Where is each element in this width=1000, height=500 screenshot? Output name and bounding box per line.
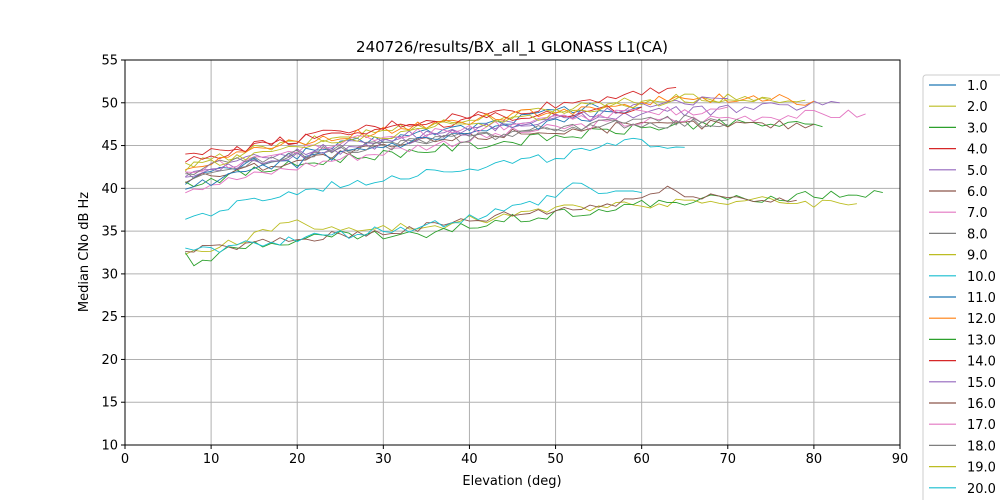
legend-label: 8.0	[967, 227, 988, 242]
x-tick-label: 0	[121, 452, 129, 467]
x-tick-label: 40	[461, 452, 478, 467]
x-tick-label: 50	[547, 452, 564, 467]
series-line	[185, 196, 857, 255]
legend-label: 6.0	[967, 185, 988, 200]
legend-label: 16.0	[967, 397, 996, 412]
y-tick-label: 40	[101, 182, 118, 197]
series-line	[184, 93, 771, 172]
y-tick-label: 30	[101, 267, 118, 282]
series-line	[185, 109, 866, 194]
legend-label: 7.0	[967, 206, 988, 221]
legend-label: 17.0	[967, 418, 996, 433]
series-line	[185, 106, 728, 173]
legend-label: 11.0	[967, 291, 996, 306]
series-line	[185, 96, 728, 178]
legend-label: 2.0	[967, 100, 988, 115]
x-tick-label: 20	[289, 452, 306, 467]
x-tick-label: 70	[720, 452, 737, 467]
series-line	[185, 182, 642, 254]
legend-label: 13.0	[967, 333, 996, 348]
legend-label: 10.0	[967, 270, 996, 285]
y-tick-label: 55	[101, 54, 118, 69]
series-line	[185, 114, 728, 179]
legend-label: 18.0	[967, 439, 996, 454]
plot-frame	[124, 59, 901, 446]
legend-label: 14.0	[967, 355, 996, 370]
y-tick-label: 45	[101, 139, 118, 154]
legend-label: 5.0	[967, 164, 988, 179]
y-tick-label: 20	[101, 353, 118, 368]
legend-label: 1.0	[967, 79, 988, 94]
y-axis: 10 15 20 25 30 35 40 45 50 55	[101, 54, 125, 454]
legend-frame	[922, 74, 1000, 500]
y-tick-label: 25	[101, 310, 118, 325]
y-tick-label: 50	[101, 96, 118, 111]
legend-label: 4.0	[967, 143, 988, 158]
x-axis: 0 10 20 30 40 50 60 70 80 90	[121, 445, 908, 467]
series-line	[185, 118, 728, 175]
legend-label: 19.0	[967, 461, 996, 476]
series-layer	[184, 86, 883, 267]
x-tick-label: 80	[806, 452, 823, 467]
y-tick-label: 10	[101, 439, 118, 454]
legend-label: 12.0	[967, 312, 996, 327]
x-tick-label: 10	[203, 452, 220, 467]
legend-label: 15.0	[967, 376, 996, 391]
series-line	[185, 185, 797, 253]
series-line	[185, 106, 642, 190]
legend: 1.0 2.0 3.0 4.0 5.0 6.0 7.0 8.0 9.0 10.0 11.0 12.0 1…	[922, 74, 1000, 500]
series-line	[185, 137, 685, 220]
legend-label: 9.0	[967, 249, 988, 264]
x-tick-label: 90	[892, 452, 909, 467]
legend-label: 3.0	[967, 121, 988, 136]
y-tick-label: 15	[101, 396, 118, 411]
x-tick-label: 60	[633, 452, 650, 467]
x-tick-label: 30	[375, 452, 392, 467]
legend-label: 20.0	[967, 482, 996, 497]
y-axis-label: Median CNo dB Hz	[77, 192, 92, 312]
x-axis-label: Elevation (deg)	[462, 474, 561, 489]
series-line	[185, 105, 642, 156]
y-tick-label: 35	[101, 225, 118, 240]
chart-title: 240726/results/BX_all_1 GLONASS L1(CA)	[356, 38, 668, 57]
